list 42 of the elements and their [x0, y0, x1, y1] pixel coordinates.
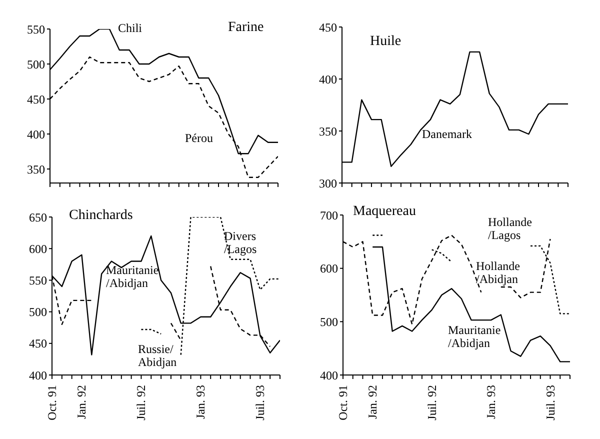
x-tick-label: Oct. 91 [45, 385, 59, 420]
x-tick-label: Jan. 92 [74, 385, 89, 419]
x-tick-label: Juil. 92 [134, 385, 148, 420]
y-tick-label: 450 [29, 336, 47, 351]
y-tick-label: 600 [320, 262, 338, 276]
x-tick-label: Oct. 91 [336, 385, 350, 420]
x-tick-label: Jan. 93 [484, 385, 498, 419]
y-tick-label: 400 [320, 368, 338, 382]
y-tick-label: 350 [319, 124, 337, 138]
series-label: Russie/ Abidjan [138, 342, 178, 369]
y-tick-label: 550 [29, 273, 47, 288]
y-tick-label: 550 [27, 22, 45, 36]
series-label: Mauritanie /Abidjan [106, 263, 160, 290]
y-tick-label: 400 [319, 72, 337, 86]
x-tick-label: Juil. 93 [253, 385, 268, 420]
series-label: Pérou [185, 131, 214, 145]
chart-title: Chinchards [69, 208, 133, 224]
series-label: Chili [118, 21, 144, 35]
y-tick-label: 450 [319, 20, 337, 34]
y-tick-label: 650 [29, 210, 47, 224]
series-label: Hollande /Abidjan [476, 259, 521, 286]
x-tick-label: Jan. 93 [194, 385, 208, 419]
x-tick-label: Juil. 93 [543, 385, 558, 420]
y-tick-label: 400 [27, 127, 45, 142]
y-tick-label: 450 [27, 92, 45, 106]
series-label: Hollande /Lagos [488, 215, 533, 242]
y-tick-label: 500 [27, 57, 45, 72]
y-tick-label: 350 [27, 162, 45, 176]
y-tick-label: 300 [319, 176, 337, 190]
y-tick-label: 400 [29, 368, 47, 382]
y-tick-label: 600 [29, 242, 47, 256]
series-label: Divers /Lagos [224, 229, 258, 256]
series-label: Mauritanie /Abidjan [448, 323, 502, 350]
y-tick-label: 500 [29, 305, 47, 320]
text: Huile [370, 34, 402, 50]
chart-title: Maquereau [353, 204, 416, 220]
y-tick-label: 500 [320, 314, 338, 329]
y-tick-label: 700 [320, 208, 338, 222]
x-tick-label: Jan. 92 [366, 385, 380, 419]
x-tick-label: Juil. 92 [424, 385, 439, 420]
series-label: Danemark [422, 127, 473, 141]
chart-title: Farine [228, 20, 264, 36]
